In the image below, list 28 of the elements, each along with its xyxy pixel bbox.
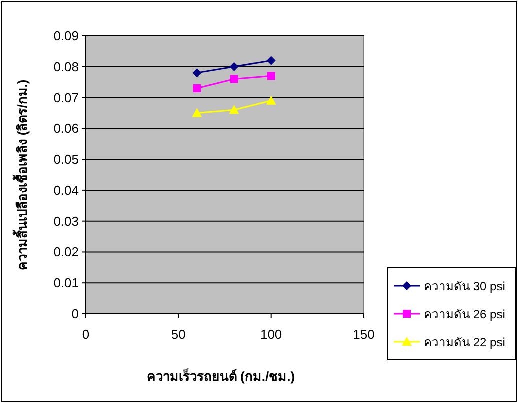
point	[230, 62, 239, 72]
point	[267, 72, 276, 80]
x-tick-label: 50	[171, 327, 186, 342]
x-axis-title: ความเร็วรถยนต์ (กม./ชม.)	[146, 367, 296, 384]
point	[229, 105, 240, 114]
point	[266, 56, 276, 66]
y-tick-label: 0.05	[54, 152, 79, 168]
x-tick-label: 100	[260, 327, 282, 342]
y-tick-label: 0.09	[54, 28, 79, 44]
y-tick-label: 0.01	[54, 276, 79, 291]
point	[266, 96, 276, 105]
y-tick-label: 0.02	[54, 244, 79, 260]
legend-label: ความดัน 22 psi	[424, 336, 506, 350]
y-tick-label: 0.06	[54, 121, 79, 136]
point	[193, 84, 202, 93]
x-tick-label: 150	[353, 327, 375, 342]
y-tick-label: 0.04	[54, 182, 79, 198]
legend-label: ความดัน 30 psi	[424, 280, 506, 294]
point	[230, 75, 238, 84]
x-tick-label: 0	[82, 327, 90, 342]
y-tick-label: 0.07	[54, 90, 79, 106]
y-tick-label: 0.03	[54, 214, 79, 229]
y-axis-title: ความสิ้นเปลืองเชื้อเพลิง (ลิตร/กม.)	[12, 80, 30, 270]
legend-label: ความดัน 26 psi	[424, 308, 506, 322]
point	[192, 108, 202, 118]
y-tick-label: 0.08	[54, 59, 79, 74]
y-tick-label: 0	[72, 306, 79, 322]
point	[192, 68, 202, 78]
